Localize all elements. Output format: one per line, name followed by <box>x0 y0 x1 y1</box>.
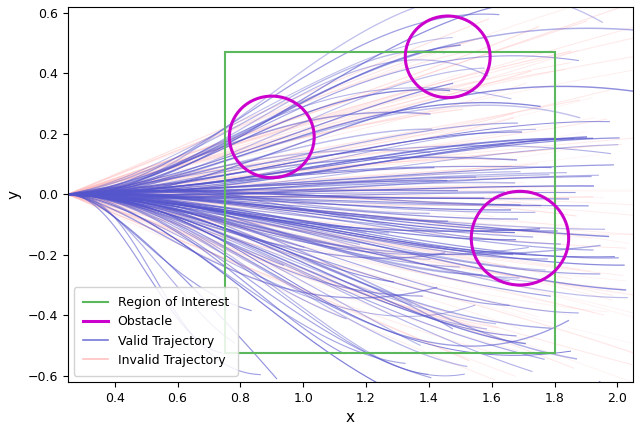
Bar <box>225 52 554 353</box>
Legend: Region of Interest, Obstacle, Valid Trajectory, Invalid Trajectory: Region of Interest, Obstacle, Valid Traj… <box>74 287 237 375</box>
X-axis label: x: x <box>346 410 355 425</box>
Y-axis label: y: y <box>7 190 22 199</box>
